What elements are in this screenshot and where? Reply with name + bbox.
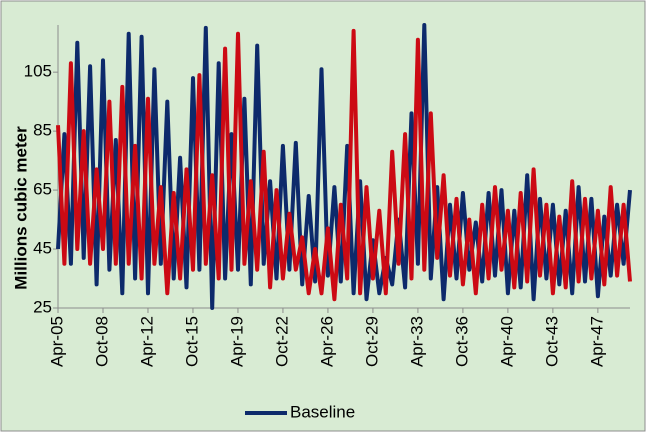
x-tick-label: Apr-33 [407,316,426,367]
x-tick-label: Apr-05 [47,316,66,367]
series-line [56,23,632,310]
series-line [56,28,632,302]
x-tick-label: Apr-19 [227,316,246,367]
y-tick-label: 25 [33,297,52,316]
y-tick-label: 65 [33,180,52,199]
y-axis-title: Millions cubic meter [11,126,30,290]
x-tick-label: Oct-08 [92,316,111,367]
x-tick-label: Oct-22 [272,316,291,367]
x-tick-label: Oct-43 [542,316,561,367]
y-tick-label: 105 [24,62,52,81]
x-tick-label: Oct-15 [182,316,201,367]
x-tick-label: Oct-29 [362,316,381,367]
x-tick-label: Apr-12 [137,316,156,367]
x-tick-label: Apr-40 [497,316,516,367]
y-tick-label: 45 [33,239,52,258]
y-tick-label: 85 [33,121,52,140]
x-tick-label: Oct-36 [452,316,471,367]
x-tick-label: Apr-26 [317,316,336,367]
legend-label: Baseline [290,402,355,421]
x-tick-label: Apr-47 [587,316,606,367]
